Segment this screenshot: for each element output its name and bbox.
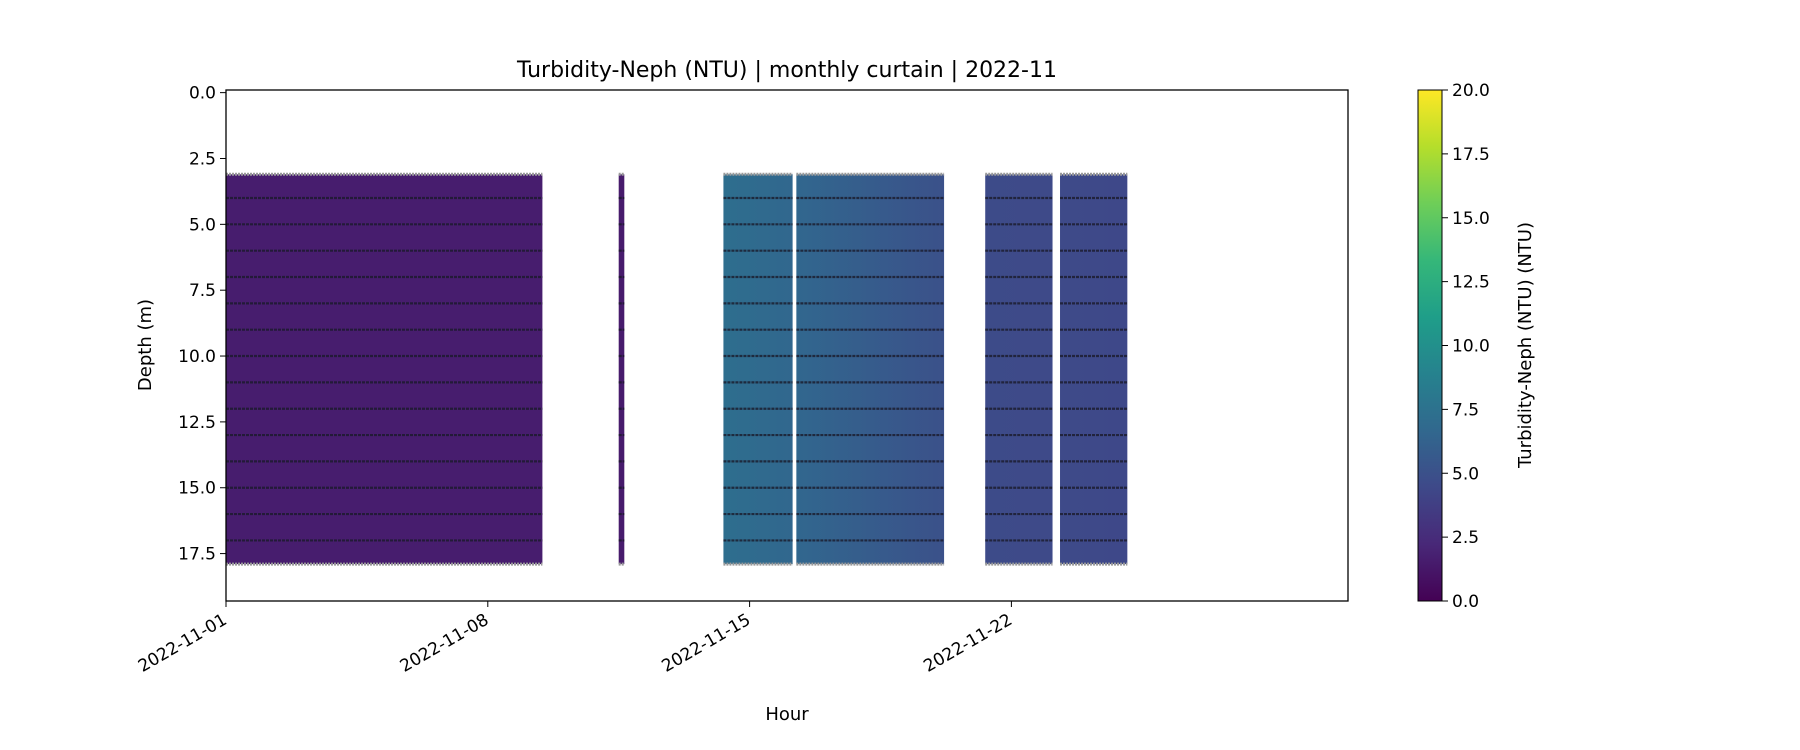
- curtain-segment: [226, 174, 543, 565]
- chart-title: Turbidity-Neph (NTU) | monthly curtain |…: [516, 58, 1057, 83]
- y-tick-label: 12.5: [178, 413, 216, 433]
- colorbar-tick-label: 20.0: [1452, 81, 1490, 101]
- y-tick-label: 17.5: [178, 545, 216, 565]
- curtain-segment: [618, 174, 625, 565]
- colorbar-tick-label: 12.5: [1452, 273, 1490, 293]
- colorbar-tick-label: 15.0: [1452, 209, 1490, 229]
- x-tick-label: 2022-11-15: [659, 610, 755, 677]
- curtain-segment: [985, 174, 1053, 565]
- colorbar-axis: 0.0 2.5 5.0 7.5 10.0 12.5 15.0 17.5 20.0: [1442, 81, 1490, 612]
- y-tick-label: 0.0: [189, 84, 216, 104]
- y-tick-label: 2.5: [189, 149, 216, 169]
- colorbar: [1417, 89, 1443, 602]
- y-tick-label: 10.0: [178, 347, 216, 367]
- axes-frame: [225, 89, 1349, 602]
- colorbar-tick-label: 10.0: [1452, 337, 1490, 357]
- y-axis: 0.0 2.5 5.0 7.5 10.0 12.5 15.0 17.5: [178, 84, 226, 565]
- x-tick-label: 2022-11-22: [920, 610, 1016, 677]
- plot-area: [226, 172, 1128, 566]
- colorbar-tick-label: 0.0: [1452, 592, 1479, 612]
- curtain-segment: [1060, 174, 1128, 565]
- colorbar-tick-label: 17.5: [1452, 145, 1490, 165]
- x-tick-label: 2022-11-08: [397, 610, 493, 677]
- colorbar-tick-label: 5.0: [1452, 464, 1479, 484]
- curtain-segment: [723, 174, 793, 565]
- colorbar-tick-label: 2.5: [1452, 528, 1479, 548]
- x-axis-label: Hour: [765, 704, 809, 725]
- y-tick-label: 15.0: [178, 479, 216, 499]
- y-tick-label: 7.5: [189, 281, 216, 301]
- colorbar-label: Turbidity-Neph (NTU) (NTU): [1515, 222, 1536, 469]
- y-axis-label: Depth (m): [135, 299, 156, 391]
- colorbar-tick-label: 7.5: [1452, 400, 1479, 420]
- x-axis: 2022-11-01 2022-11-08 2022-11-15 2022-11-22: [135, 601, 1016, 677]
- curtain-segment: [796, 174, 945, 565]
- y-tick-label: 5.0: [189, 215, 216, 235]
- x-tick-label: 2022-11-01: [135, 610, 231, 677]
